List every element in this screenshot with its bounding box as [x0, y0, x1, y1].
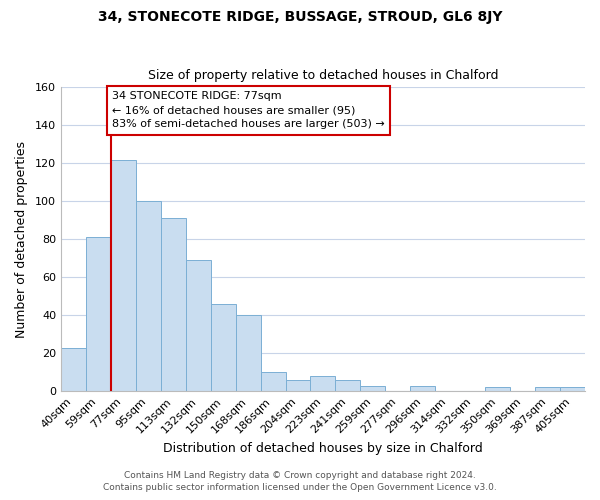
Y-axis label: Number of detached properties: Number of detached properties [15, 141, 28, 338]
Bar [61, 348, 86, 391]
Bar [186, 260, 211, 391]
Text: 34, STONECOTE RIDGE, BUSSAGE, STROUD, GL6 8JY: 34, STONECOTE RIDGE, BUSSAGE, STROUD, GL… [98, 10, 502, 24]
Text: Contains HM Land Registry data © Crown copyright and database right 2024.
Contai: Contains HM Land Registry data © Crown c… [103, 471, 497, 492]
Bar [161, 218, 186, 391]
Bar [260, 372, 286, 391]
Bar [136, 202, 161, 391]
Bar [335, 380, 361, 391]
Bar [86, 238, 111, 391]
Bar [485, 388, 510, 391]
Bar [535, 388, 560, 391]
Bar [211, 304, 236, 391]
Bar [111, 160, 136, 391]
Title: Size of property relative to detached houses in Chalford: Size of property relative to detached ho… [148, 69, 498, 82]
Bar [560, 388, 585, 391]
Bar [410, 386, 435, 391]
Bar [236, 315, 260, 391]
X-axis label: Distribution of detached houses by size in Chalford: Distribution of detached houses by size … [163, 442, 483, 455]
Text: 34 STONECOTE RIDGE: 77sqm
← 16% of detached houses are smaller (95)
83% of semi-: 34 STONECOTE RIDGE: 77sqm ← 16% of detac… [112, 91, 385, 129]
Bar [310, 376, 335, 391]
Bar [286, 380, 310, 391]
Bar [361, 386, 385, 391]
